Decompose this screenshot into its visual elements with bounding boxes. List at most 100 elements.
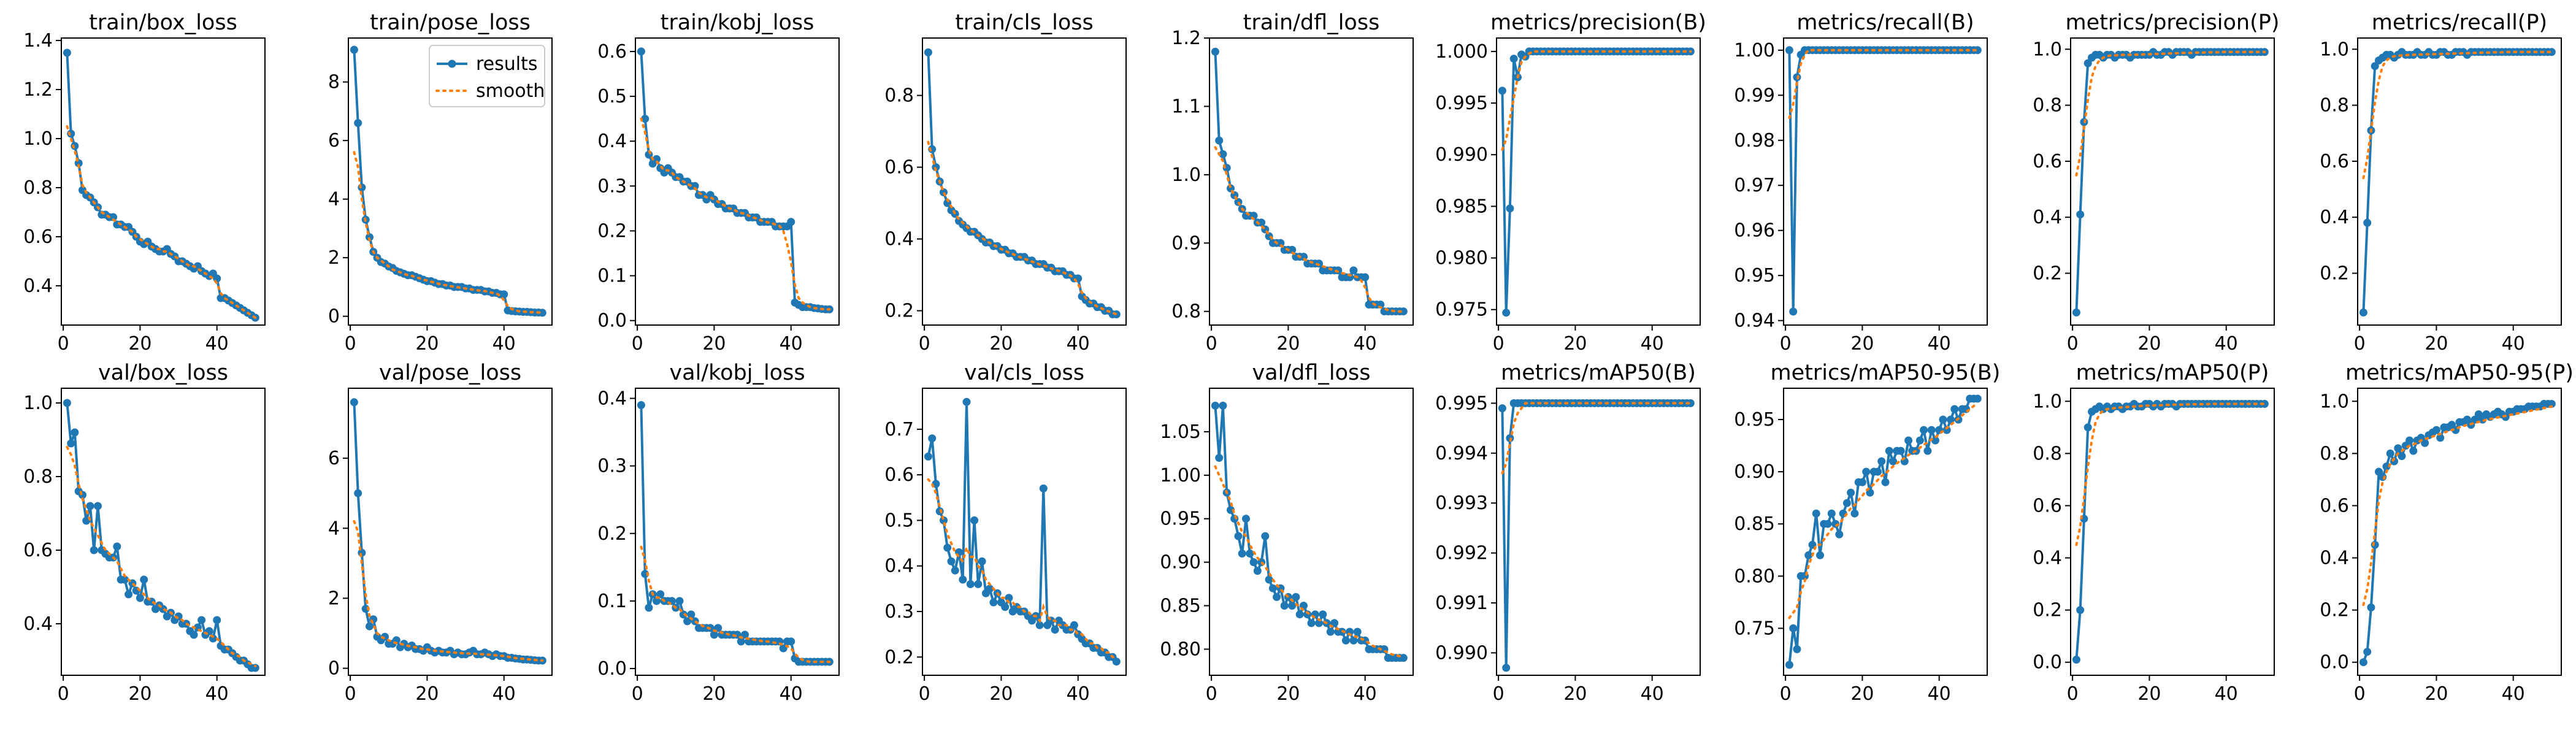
data-point <box>67 439 75 448</box>
data-point <box>787 637 795 646</box>
data-point <box>1307 619 1316 627</box>
data-point <box>1238 550 1246 558</box>
series-line-results <box>1788 397 1978 665</box>
data-point <box>710 631 718 639</box>
y-tick-label: 0.990 <box>1435 642 1488 664</box>
x-tick-label: 0 <box>919 333 930 355</box>
chart-title: metrics/mAP50(P) <box>2076 361 2269 385</box>
y-tick-label: 1.000 <box>1435 41 1488 63</box>
data-point <box>1509 55 1518 63</box>
data-point <box>641 115 650 123</box>
x-tick-label: 20 <box>128 683 151 705</box>
data-point <box>1246 550 1254 558</box>
data-point <box>354 119 362 127</box>
data-point <box>1785 661 1793 669</box>
data-point <box>366 233 374 242</box>
data-point <box>1315 259 1323 268</box>
y-tick-label: 0.1 <box>597 591 627 612</box>
data-point <box>2405 436 2414 445</box>
x-tick-label: 20 <box>128 333 151 355</box>
y-tick-label: 0.1 <box>597 266 627 287</box>
data-point <box>986 585 994 593</box>
data-point <box>1039 484 1048 493</box>
data-point <box>113 542 121 551</box>
x-tick-label: 40 <box>1641 683 1664 705</box>
legend-label: results <box>476 53 538 75</box>
data-point <box>1273 592 1281 601</box>
y-tick-label: 0.995 <box>1435 93 1488 114</box>
chart-title: train/kobj_loss <box>661 10 815 35</box>
y-tick-label: 0.95 <box>1734 409 1775 431</box>
data-point <box>1257 218 1266 227</box>
y-tick-label: 0.97 <box>1734 175 1775 196</box>
data-point <box>989 598 998 607</box>
axes-frame <box>1783 37 1988 326</box>
axes-frame <box>348 37 553 326</box>
data-point <box>1889 457 1897 466</box>
x-tick-label: 40 <box>1354 333 1377 355</box>
y-tick-label: 0.8 <box>1171 301 1201 323</box>
data-point <box>2076 606 2085 615</box>
axes-frame <box>922 37 1127 326</box>
chart-panel: metrics/mAP50-95(B) 0 20 40 0.75 0.80 0.85 0.90… <box>1734 361 2000 705</box>
y-tick-label: 0.8 <box>2033 443 2062 464</box>
y-tick-label: 6 <box>328 130 340 151</box>
data-point <box>1885 447 1893 455</box>
data-point <box>71 428 79 437</box>
chart-title: metrics/recall(B) <box>1796 10 1974 35</box>
x-tick-label: 20 <box>415 333 439 355</box>
data-point <box>2072 309 2080 316</box>
y-tick-label: 0.6 <box>2320 151 2349 172</box>
data-point <box>741 631 749 639</box>
x-tick-label: 40 <box>1354 683 1377 705</box>
data-point <box>2371 62 2379 71</box>
y-tick-label: 0.4 <box>23 275 53 297</box>
data-point <box>358 183 366 192</box>
x-tick-label: 0 <box>2354 333 2366 355</box>
series-line-smooth <box>1214 465 1405 659</box>
y-tick-label: 0.6 <box>23 540 53 561</box>
chart-panel: train/box_loss 0 20 40 0.4 0.6 0.8 1.0 1.2 1.4 <box>23 10 266 355</box>
data-point <box>1234 532 1243 540</box>
data-point <box>120 575 129 584</box>
chart-title: val/dfl_loss <box>1252 361 1370 385</box>
y-tick-label: 0.75 <box>1734 618 1775 639</box>
chart-panel: train/kobj_loss 0 20 40 0.0 0.1 0.2 0.3 0.4 0.5 0.… <box>597 10 840 355</box>
y-tick-label: 0.90 <box>1160 552 1201 573</box>
y-tick-label: 1.2 <box>23 79 53 101</box>
data-point <box>1862 467 1871 476</box>
data-point <box>1399 307 1408 316</box>
chart-title: train/pose_loss <box>370 10 531 35</box>
data-point <box>683 617 692 626</box>
data-point <box>687 610 696 619</box>
y-tick-label: 0.9 <box>1171 232 1201 254</box>
y-tick-label: 0.975 <box>1435 299 1488 321</box>
axes-frame <box>1209 37 1414 326</box>
data-point <box>1785 46 1793 55</box>
series-line-smooth <box>1788 48 1979 119</box>
data-point <box>653 597 661 605</box>
data-point <box>2432 426 2440 434</box>
chart-title: val/cls_loss <box>964 361 1084 385</box>
y-tick-label: 0.5 <box>597 86 627 107</box>
data-point <box>935 507 944 516</box>
data-point <box>1498 404 1506 413</box>
y-tick-label: 0.4 <box>2320 207 2349 228</box>
x-tick-label: 20 <box>2425 683 2448 705</box>
data-point <box>350 398 358 407</box>
x-tick-label: 0 <box>632 333 643 355</box>
y-tick-label: 0.0 <box>597 658 627 680</box>
data-point <box>197 616 206 624</box>
data-point <box>1265 575 1273 584</box>
series-line-results <box>2362 50 2552 313</box>
series-line-results <box>640 51 830 311</box>
y-tick-label: 0.3 <box>597 175 627 197</box>
y-tick-label: 0.99 <box>1734 85 1775 106</box>
x-tick-label: 0 <box>345 333 356 355</box>
y-tick-label: 1.2 <box>1171 28 1201 49</box>
chart-title: metrics/precision(B) <box>1490 10 1706 35</box>
legend-label: smooth <box>476 80 545 102</box>
data-point <box>1219 401 1227 410</box>
data-point <box>1973 46 1982 55</box>
